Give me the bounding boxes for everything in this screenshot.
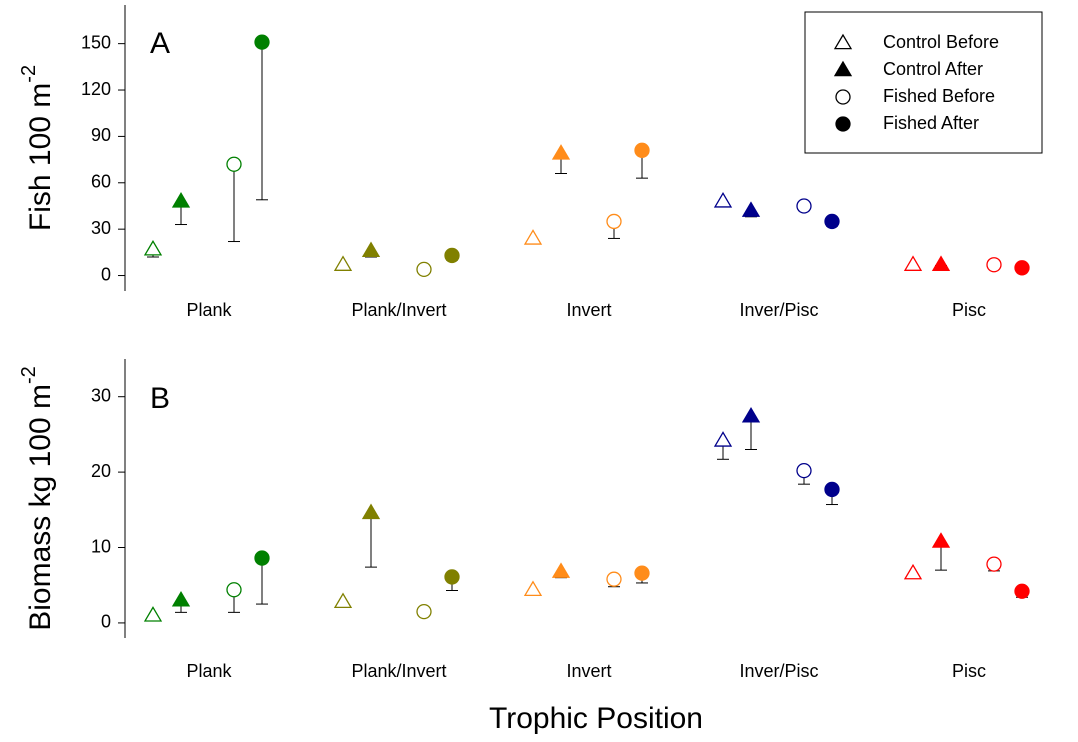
y-axis-title-exponent: -2 (18, 366, 40, 384)
y-tick-label: 10 (91, 536, 111, 556)
point (606, 571, 622, 587)
x-tick-label: Invert (566, 300, 611, 320)
y-axis-title-text: Biomass kg 100 m (24, 384, 57, 631)
x-tick-label: Plank (186, 661, 232, 681)
point (796, 198, 812, 214)
point (444, 247, 460, 264)
point (361, 503, 381, 520)
y-tick-label: 0 (101, 264, 111, 284)
x-tick-label: Plank (186, 300, 232, 320)
point (143, 606, 163, 622)
x-tick-label: Plank/Invert (351, 661, 446, 681)
point (523, 580, 543, 596)
point (1014, 583, 1030, 599)
legend-label: Control Before (883, 32, 999, 52)
error-bar (256, 558, 268, 605)
point (254, 34, 270, 50)
x-tick-label: Pisc (952, 661, 986, 681)
point (171, 591, 191, 607)
x-tick-label: Inver/Pisc (739, 661, 818, 681)
point (444, 569, 460, 585)
point (1014, 260, 1030, 276)
point (931, 532, 951, 548)
point (824, 213, 840, 230)
point (416, 603, 432, 620)
point (903, 255, 923, 271)
y-tick-label: 120 (81, 79, 111, 99)
point (333, 592, 353, 609)
point (741, 201, 761, 217)
point (986, 556, 1002, 572)
point (903, 563, 923, 580)
y-tick-label: 30 (91, 218, 111, 238)
y-axis-title-exponent: -2 (18, 65, 40, 83)
x-tick-label: Plank/Invert (351, 300, 446, 320)
error-bar (256, 42, 268, 201)
point (143, 239, 163, 256)
y-axis-title: Fish 100 m-2 (18, 65, 57, 231)
legend-marker (835, 116, 851, 132)
y-tick-label: 90 (91, 125, 111, 145)
point (796, 462, 812, 479)
panel-label: A (150, 27, 170, 60)
legend-marker (833, 60, 853, 77)
y-tick-label: 0 (101, 612, 111, 632)
point (931, 255, 951, 271)
x-tick-label: Pisc (952, 300, 986, 320)
legend-marker (833, 33, 853, 50)
y-tick-label: 20 (91, 461, 111, 481)
point (986, 257, 1002, 273)
y-axis-title-text: Fish 100 m (24, 83, 57, 231)
legend-marker (835, 89, 851, 105)
point (551, 144, 571, 160)
error-bar (228, 164, 240, 243)
point (713, 431, 733, 447)
point (333, 255, 353, 271)
point (523, 229, 543, 245)
y-tick-label: 150 (81, 32, 111, 52)
point (606, 213, 622, 230)
point (741, 407, 761, 423)
point (713, 192, 733, 208)
point (171, 192, 191, 208)
legend-label: Control After (883, 59, 983, 79)
point (226, 582, 242, 598)
point (551, 562, 571, 578)
legend-label: Fished Before (883, 86, 995, 106)
point (361, 241, 381, 258)
point (634, 142, 650, 158)
y-tick-label: 30 (91, 385, 111, 405)
y-axis-title: Biomass kg 100 m-2 (18, 366, 57, 631)
legend-label: Fished After (883, 113, 979, 133)
point (226, 156, 242, 172)
error-bar (365, 512, 377, 568)
point (634, 565, 650, 581)
point (416, 261, 432, 278)
point (254, 550, 270, 566)
x-tick-label: Invert (566, 661, 611, 681)
x-axis-title: Trophic Position (489, 702, 703, 735)
point (824, 481, 840, 498)
y-tick-label: 60 (91, 172, 111, 192)
x-tick-label: Inver/Pisc (739, 300, 818, 320)
panel-label: B (150, 382, 170, 415)
